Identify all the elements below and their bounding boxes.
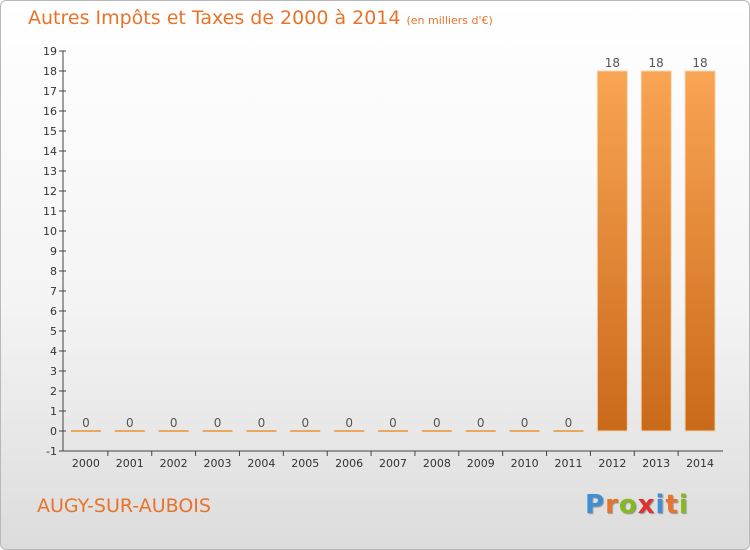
y-tick-label: 11: [43, 205, 57, 218]
x-tick-label: 2009: [467, 457, 495, 470]
proxiti-logo: Proxiti: [585, 490, 689, 520]
data-label: 0: [301, 416, 309, 430]
x-tick-label: 2005: [291, 457, 319, 470]
y-tick-label: 9: [50, 245, 57, 258]
y-tick-label: 6: [50, 305, 57, 318]
x-tick-label: 2004: [247, 457, 275, 470]
logo-letter: i: [656, 490, 666, 520]
x-tick-label: 2008: [423, 457, 451, 470]
x-tick-label: 2010: [511, 457, 539, 470]
logo-letter: i: [679, 490, 689, 520]
logo-letter: P: [585, 490, 605, 520]
data-label: 0: [565, 416, 573, 430]
y-tick-label: 3: [50, 365, 57, 378]
data-label: 0: [345, 416, 353, 430]
y-tick-label: 8: [50, 265, 57, 278]
data-label: 0: [170, 416, 178, 430]
data-label: 18: [692, 56, 707, 70]
y-tick-label: 16: [43, 105, 57, 118]
y-tick-label: 17: [43, 85, 57, 98]
data-label: 18: [649, 56, 664, 70]
y-tick-label: 14: [43, 145, 57, 158]
bar: [641, 71, 671, 431]
y-tick-label: 18: [43, 65, 57, 78]
x-tick-label: 2013: [642, 457, 670, 470]
bar: [685, 71, 715, 431]
y-tick-label: 7: [50, 285, 57, 298]
x-tick-label: 2000: [72, 457, 100, 470]
data-label: 0: [521, 416, 529, 430]
y-tick-label: 0: [50, 425, 57, 438]
y-tick-label: 4: [50, 345, 57, 358]
x-tick-label: 2014: [686, 457, 714, 470]
chart-frame: Autres Impôts et Taxes de 2000 à 2014 (en…: [0, 0, 750, 550]
data-label: 0: [258, 416, 266, 430]
data-label: 0: [389, 416, 397, 430]
logo-letter: o: [619, 490, 638, 520]
x-tick-label: 2007: [379, 457, 407, 470]
data-label: 0: [433, 416, 441, 430]
data-label: 18: [605, 56, 620, 70]
bar-chart: -10123456789101112131415161718192000 2001…: [1, 1, 749, 549]
x-tick-label: 2006: [335, 457, 363, 470]
y-tick-label: 12: [43, 185, 57, 198]
data-label: 0: [126, 416, 134, 430]
bar: [597, 71, 627, 431]
x-tick-label: 2003: [204, 457, 232, 470]
y-tick-label: 13: [43, 165, 57, 178]
commune-name: AUGY-SUR-AUBOIS: [37, 495, 211, 517]
y-tick-label: 10: [43, 225, 57, 238]
y-tick-label: 15: [43, 125, 57, 138]
logo-letter: t: [665, 490, 678, 520]
logo-letter: x: [638, 490, 656, 520]
data-label: 0: [214, 416, 222, 430]
y-tick-label: 19: [43, 45, 57, 58]
y-tick-label: 1: [50, 405, 57, 418]
x-tick-label: 2002: [160, 457, 188, 470]
x-tick-label: 2011: [554, 457, 582, 470]
x-tick-label: 2001: [116, 457, 144, 470]
y-tick-label: -1: [46, 445, 57, 458]
x-tick-label: 2012: [598, 457, 626, 470]
data-label: 0: [477, 416, 485, 430]
y-tick-label: 2: [50, 385, 57, 398]
y-tick-label: 5: [50, 325, 57, 338]
logo-letter: r: [605, 490, 619, 520]
data-label: 0: [82, 416, 90, 430]
